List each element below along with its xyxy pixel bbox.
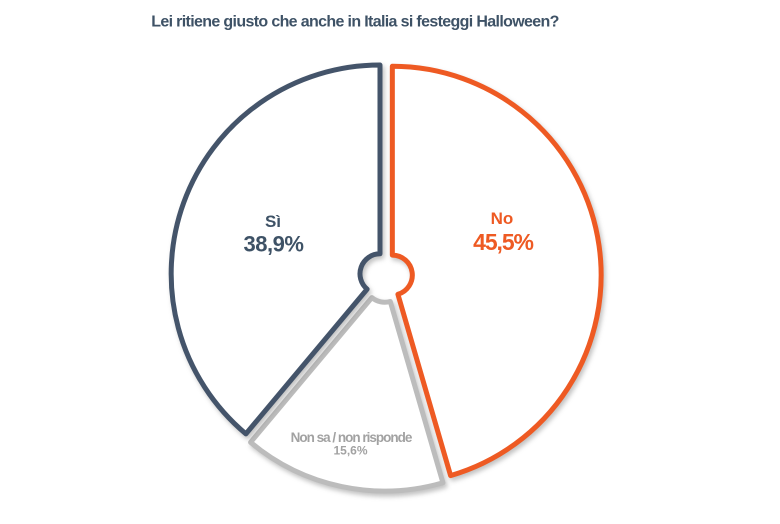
svg-text:Lei ritiene giusto che anche i: Lei ritiene giusto che anche in Italia s…: [151, 14, 559, 31]
svg-text:15,6%: 15,6%: [333, 444, 367, 458]
svg-text:38,9%: 38,9%: [244, 232, 304, 257]
svg-text:No: No: [491, 209, 514, 228]
svg-text:Non sa / non risponde: Non sa / non risponde: [291, 430, 413, 445]
svg-text:45,5%: 45,5%: [473, 229, 533, 255]
svg-text:Sì: Sì: [265, 212, 281, 231]
